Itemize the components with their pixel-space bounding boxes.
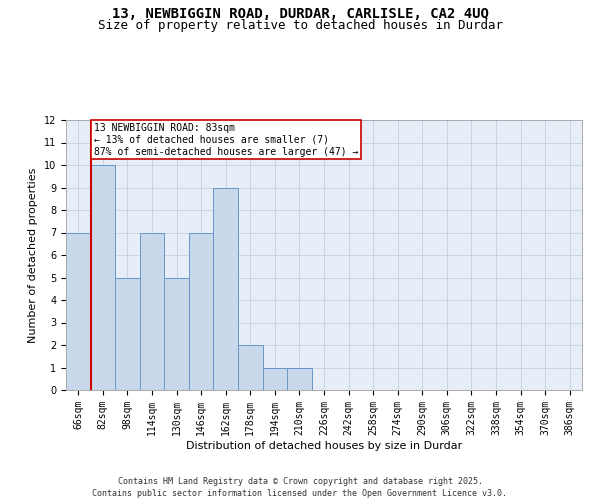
Y-axis label: Number of detached properties: Number of detached properties — [28, 168, 38, 342]
Bar — [140, 232, 164, 390]
X-axis label: Distribution of detached houses by size in Durdar: Distribution of detached houses by size … — [186, 440, 462, 450]
Bar — [287, 368, 312, 390]
Bar — [238, 345, 263, 390]
Text: 13, NEWBIGGIN ROAD, DURDAR, CARLISLE, CA2 4UQ: 13, NEWBIGGIN ROAD, DURDAR, CARLISLE, CA… — [112, 8, 488, 22]
Bar — [263, 368, 287, 390]
Text: Contains HM Land Registry data © Crown copyright and database right 2025.
Contai: Contains HM Land Registry data © Crown c… — [92, 476, 508, 498]
Text: 13 NEWBIGGIN ROAD: 83sqm
← 13% of detached houses are smaller (7)
87% of semi-de: 13 NEWBIGGIN ROAD: 83sqm ← 13% of detach… — [94, 124, 358, 156]
Bar — [189, 232, 214, 390]
Bar — [115, 278, 140, 390]
Bar — [214, 188, 238, 390]
Bar — [164, 278, 189, 390]
Bar — [91, 165, 115, 390]
Text: Size of property relative to detached houses in Durdar: Size of property relative to detached ho… — [97, 18, 503, 32]
Bar — [66, 232, 91, 390]
